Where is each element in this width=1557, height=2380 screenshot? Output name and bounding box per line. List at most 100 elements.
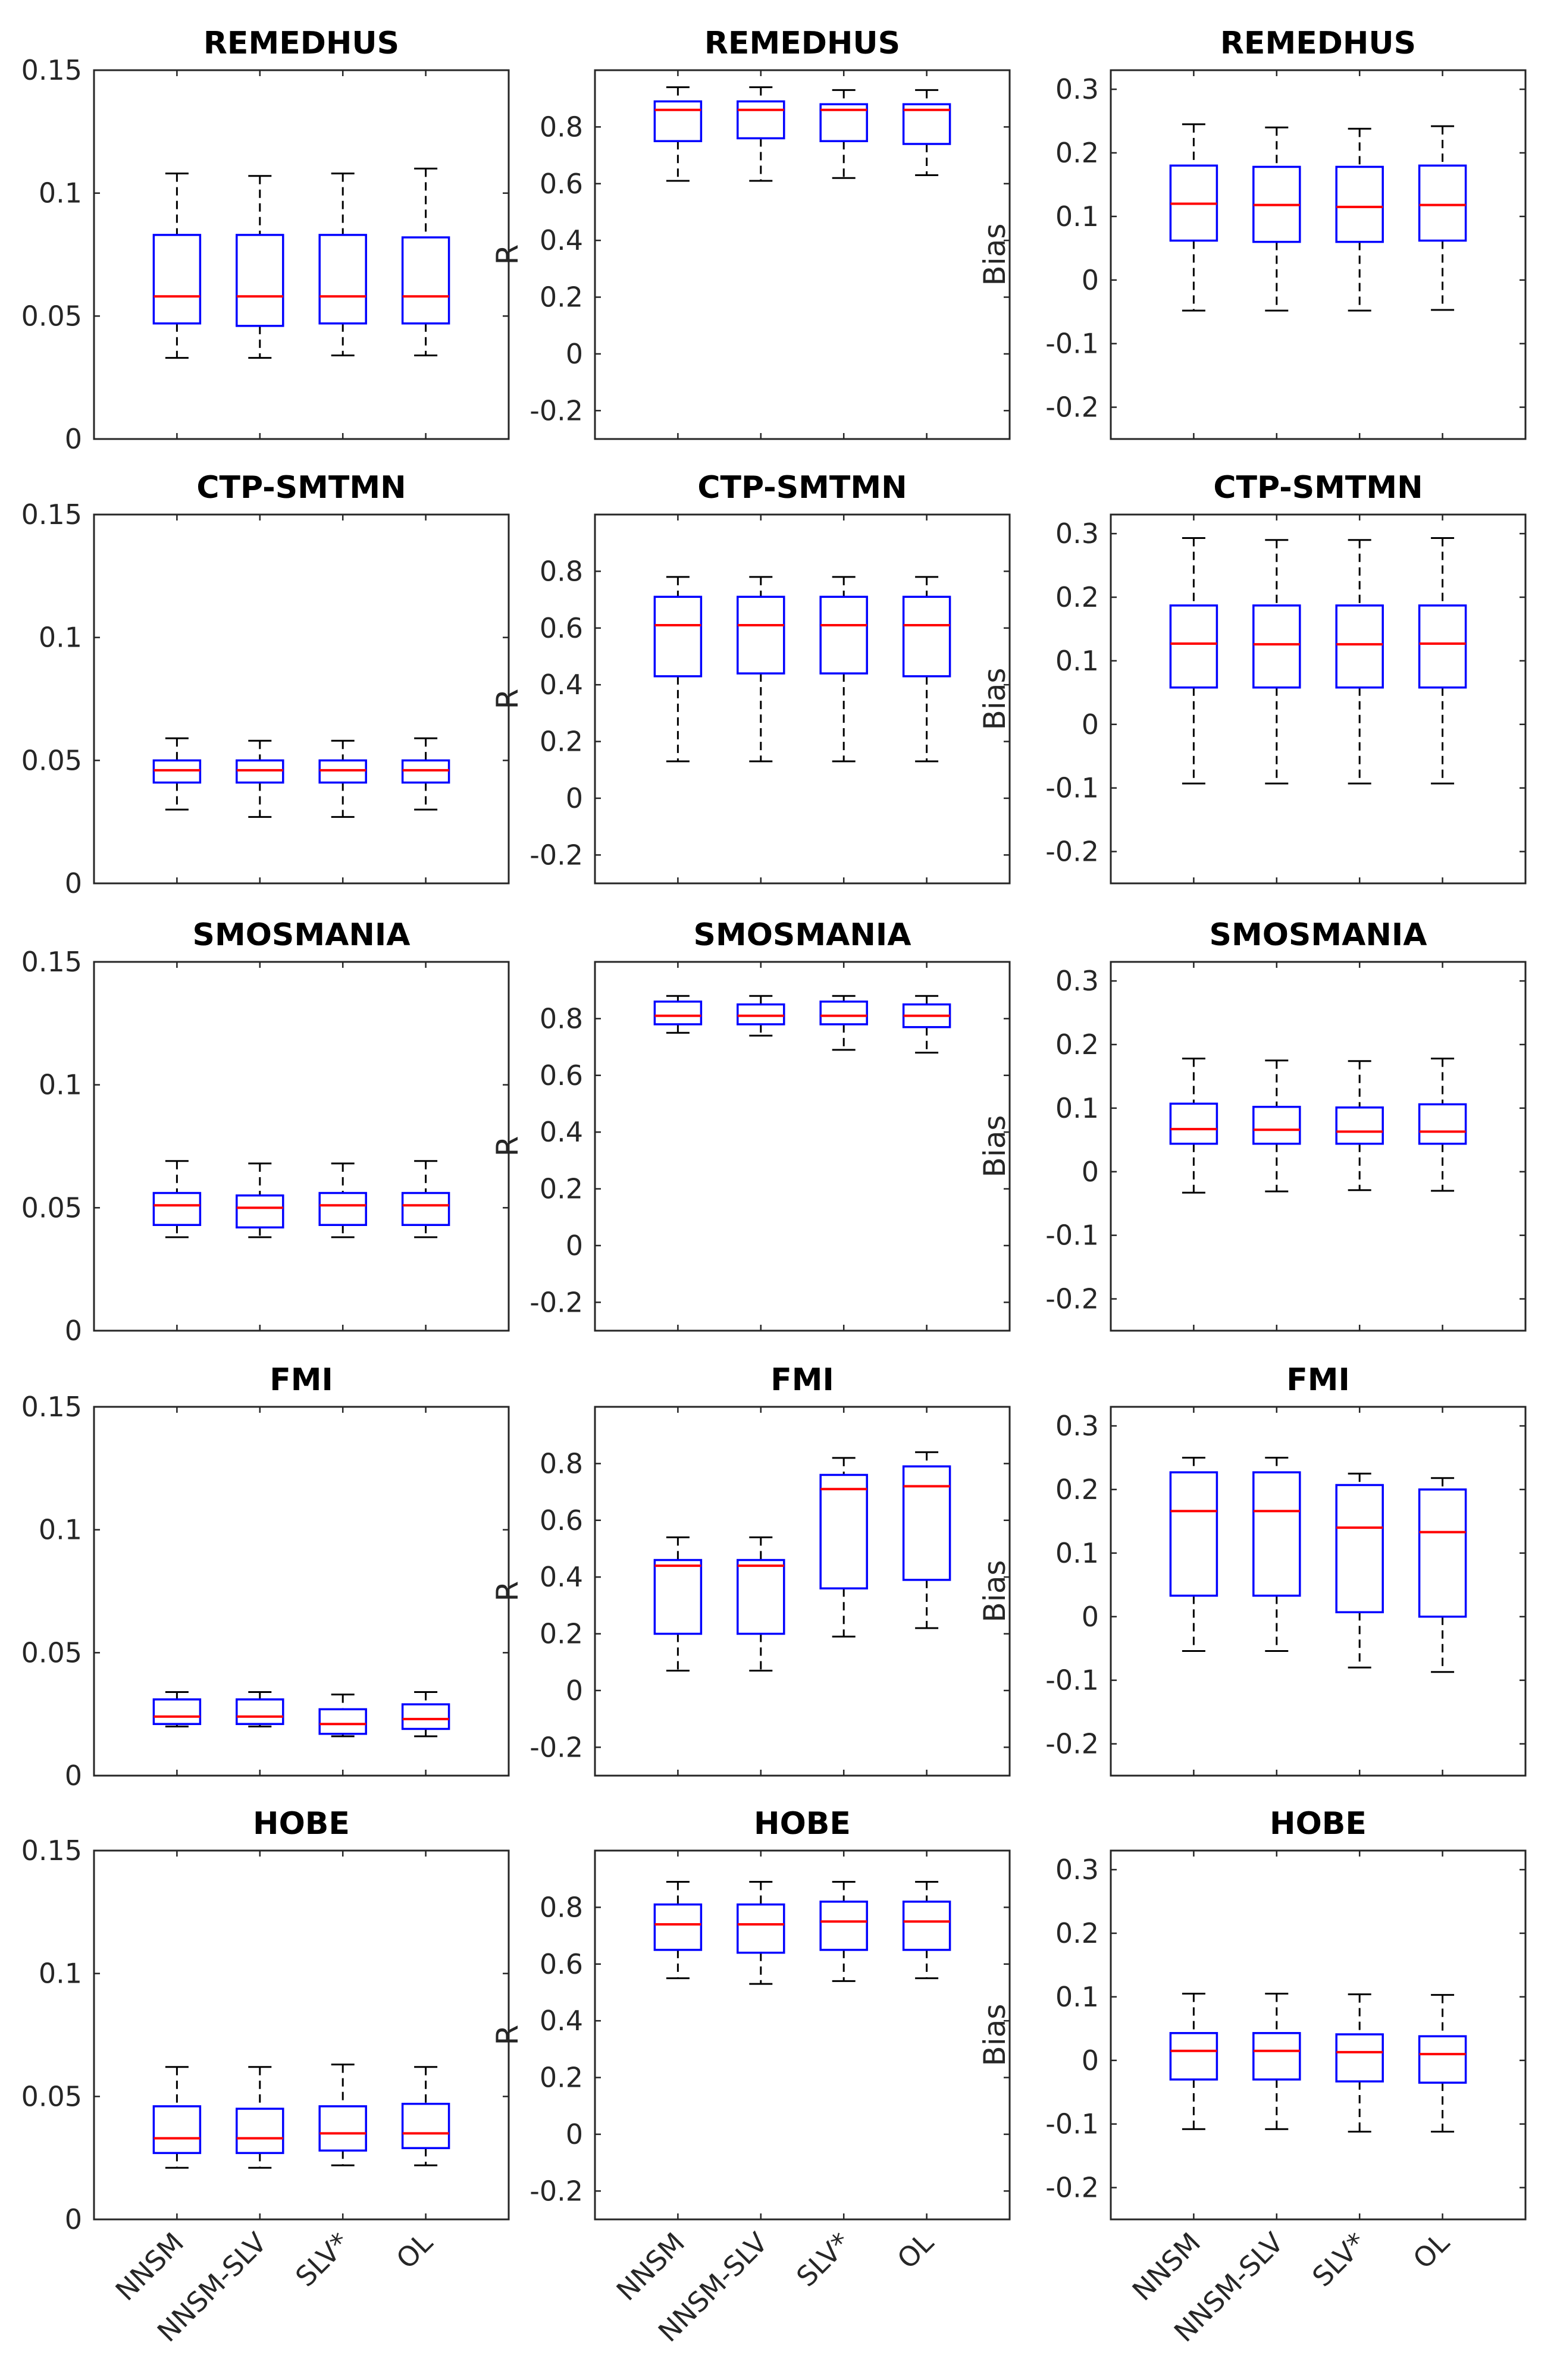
plot-area-frame	[1110, 69, 1527, 440]
subplot-remedhus-bias: REMEDHUS Bias -0.2 -0.1 0 0.1 0.2 0.3	[978, 26, 1527, 440]
interquartile-box	[1418, 164, 1467, 242]
y-tick-label: 0.1	[39, 1069, 82, 1101]
plot-area-frame	[594, 961, 1011, 1332]
interquartile-box	[236, 759, 284, 784]
box-nnsm	[152, 173, 202, 359]
interquartile-box	[653, 100, 703, 142]
y-tick-label: 0.15	[21, 1835, 82, 1867]
y-tick-label: 0	[65, 2203, 82, 2235]
box-nnsm	[1169, 537, 1218, 785]
box-nnsm-slv	[1252, 1059, 1301, 1193]
interquartile-box	[236, 234, 284, 327]
y-tick-label: 0.2	[540, 1618, 583, 1650]
interquartile-box	[1252, 1471, 1301, 1597]
interquartile-box	[1169, 604, 1218, 689]
y-tick-label: 0.3	[1055, 965, 1099, 997]
y-tick-label: 0	[1082, 1156, 1099, 1188]
interquartile-box	[318, 1191, 367, 1227]
y-tick-label: 0.15	[21, 54, 82, 86]
y-tick-label: 0	[1082, 1601, 1099, 1633]
interquartile-box	[236, 1194, 284, 1229]
subplot-fmi-bias: FMI Bias -0.2 -0.1 0 0.1 0.2 0.3	[978, 1362, 1527, 1777]
interquartile-box	[236, 2108, 284, 2155]
y-tick-label: 0	[1082, 264, 1099, 296]
y-tick-label: 0.1	[1055, 1981, 1099, 2013]
box-slv-star	[318, 173, 367, 356]
plot-area-frame	[594, 1406, 1011, 1777]
y-tick-label: 0.3	[1055, 73, 1099, 105]
y-tick-label: 0	[65, 1315, 82, 1347]
y-axis-label: R	[490, 689, 525, 710]
box-nnsm	[653, 1536, 703, 1672]
box-ol	[902, 995, 951, 1054]
interquartile-box	[401, 1191, 450, 1227]
interquartile-box	[902, 595, 951, 678]
y-tick-label: 0.15	[21, 498, 82, 531]
y-tick-label: -0.2	[1045, 1283, 1099, 1315]
box-slv-star	[1335, 1993, 1384, 2133]
box-ol	[401, 1691, 450, 1738]
y-axis-label: R	[490, 244, 525, 265]
plot-area-frame	[594, 69, 1011, 440]
y-tick-label: -0.2	[1045, 836, 1099, 868]
box-slv-star	[1335, 539, 1384, 785]
y-tick-label: -0.2	[1045, 1728, 1099, 1760]
y-tick-label: 0.05	[21, 744, 82, 776]
y-tick-label: -0.2	[530, 394, 583, 427]
y-tick-label: 0.6	[540, 1504, 583, 1537]
box-ol	[401, 167, 450, 356]
subplot-ctp-smtmn-bias: CTP-SMTMN Bias -0.2 -0.1 0 0.1 0.2 0.3	[978, 470, 1527, 885]
y-tick-label: -0.1	[1045, 1219, 1099, 1252]
y-tick-label: 0.1	[39, 177, 82, 209]
y-axis-label: Bias	[978, 1560, 1012, 1623]
y-tick-label: 0	[566, 1230, 583, 1262]
box-slv-star	[819, 995, 868, 1051]
box-ol	[401, 737, 450, 811]
y-tick-label: 0.4	[540, 1116, 583, 1148]
box-nnsm-slv	[737, 576, 785, 763]
y-tick-label: 0.05	[21, 2080, 82, 2112]
subplot-ctp-smtmn-stdd: CTP-SMTMNSTDD00.050.10.15	[21, 470, 510, 899]
y-axis-label: Bias	[978, 224, 1012, 286]
interquartile-box	[318, 1708, 367, 1735]
box-ol	[1418, 125, 1467, 311]
y-tick-label: 0.1	[1055, 645, 1099, 677]
y-tick-label: 0.2	[1055, 137, 1099, 169]
y-tick-label: 0.05	[21, 300, 82, 332]
box-nnsm-slv	[236, 739, 284, 818]
y-axis-label: Bias	[978, 668, 1012, 730]
y-tick-label: -0.1	[1045, 772, 1099, 804]
x-category-label: SLV*	[1306, 2227, 1373, 2293]
box-nnsm	[1169, 1057, 1218, 1194]
interquartile-box	[1169, 2032, 1218, 2081]
box-nnsm	[1169, 123, 1218, 312]
box-nnsm	[653, 995, 703, 1034]
plot-area-frame	[93, 513, 510, 885]
interquartile-box	[1418, 1488, 1467, 1618]
y-tick-label: 0.1	[39, 1958, 82, 1990]
interquartile-box	[819, 1473, 868, 1589]
plot-area-frame	[93, 961, 510, 1332]
y-tick-label: 0.3	[1055, 518, 1099, 550]
y-tick-label: -0.1	[1045, 2108, 1099, 2140]
plot-area-frame	[594, 1849, 1011, 2221]
box-ol	[1418, 1994, 1467, 2133]
y-tick-label: 0.6	[540, 1948, 583, 1980]
interquartile-box	[152, 2105, 202, 2155]
y-tick-label: 0.05	[21, 1636, 82, 1669]
y-tick-label: 0.2	[1055, 1028, 1099, 1061]
subplot-title: HOBE	[754, 1806, 851, 1842]
box-ol	[401, 2066, 450, 2166]
box-nnsm	[152, 2066, 202, 2169]
y-tick-label: 0	[65, 867, 82, 899]
interquartile-box	[1418, 1103, 1467, 1145]
box-ol	[1418, 1057, 1467, 1192]
plot-area-frame	[1110, 1406, 1527, 1777]
y-axis-label: R	[490, 2025, 525, 2046]
interquartile-box	[819, 595, 868, 675]
box-nnsm	[152, 1691, 202, 1727]
interquartile-box	[653, 1903, 703, 1951]
